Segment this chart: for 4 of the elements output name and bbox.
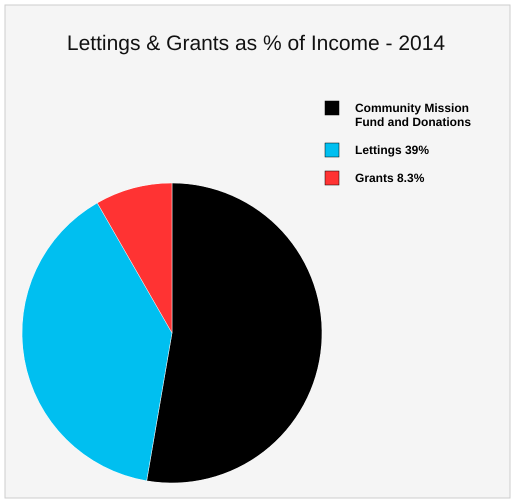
legend-label: Community Mission Fund and Donations: [355, 101, 472, 129]
legend-label: Grants 8.3%: [355, 171, 425, 185]
legend-label: Lettings 39%: [355, 143, 430, 157]
chart-title: Lettings & Grants as % of Income - 2014: [66, 32, 446, 55]
